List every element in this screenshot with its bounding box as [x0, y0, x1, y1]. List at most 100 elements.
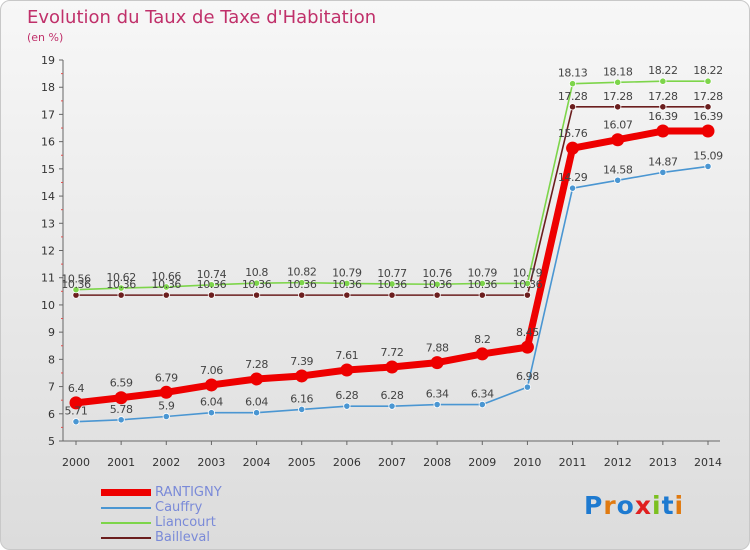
legend-item-cauffry: Cauffry [101, 500, 321, 515]
data-label-cauffry: 6.28 [381, 389, 404, 402]
data-point-liancourt [162, 283, 170, 291]
data-point-bailleval [523, 291, 532, 299]
legend-swatch [101, 537, 151, 539]
data-label-bailleval: 10.36 [197, 278, 227, 291]
data-label-liancourt: 18.22 [648, 64, 678, 77]
data-label-bailleval: 10.36 [242, 278, 272, 291]
chart-title: Evolution du Taux de Taxe d'Habitation [27, 7, 377, 28]
data-label-rantigny: 6.79 [155, 371, 178, 384]
x-tick-label: 2012 [604, 456, 632, 469]
data-point-bailleval [117, 291, 125, 299]
data-point-bailleval [614, 103, 622, 111]
data-point-rantigny [475, 347, 489, 361]
data-label-cauffry: 14.87 [648, 155, 678, 168]
data-label-rantigny: 7.88 [426, 342, 449, 355]
y-tick-label: 12 [41, 245, 55, 258]
data-point-rantigny [69, 396, 83, 410]
data-point-bailleval [478, 291, 486, 299]
data-label-rantigny: 7.06 [200, 364, 223, 377]
data-point-cauffry [252, 409, 261, 417]
data-point-rantigny [204, 378, 218, 392]
y-tick-label: 17 [41, 108, 55, 121]
data-point-cauffry [72, 418, 80, 426]
data-label-liancourt: 10.82 [287, 266, 317, 279]
data-point-liancourt [614, 78, 622, 86]
data-point-rantigny [114, 391, 128, 405]
data-label-bailleval: 10.36 [152, 278, 182, 291]
legend-label: Bailleval [155, 530, 210, 545]
data-point-rantigny [611, 133, 625, 147]
data-label-bailleval: 17.28 [693, 90, 723, 103]
data-label-liancourt: 18.22 [693, 64, 723, 77]
data-point-bailleval [162, 291, 170, 299]
data-point-cauffry [659, 168, 667, 176]
data-label-rantigny: 6.59 [110, 377, 133, 390]
data-label-cauffry: 6.34 [426, 388, 449, 401]
data-label-bailleval: 10.36 [422, 278, 452, 291]
data-label-cauffry: 6.04 [200, 396, 223, 409]
data-point-cauffry [117, 416, 125, 424]
y-tick-label: 5 [48, 435, 55, 448]
data-label-cauffry: 15.09 [693, 149, 723, 162]
x-tick-label: 2004 [243, 456, 271, 469]
x-tick-label: 2005 [288, 456, 316, 469]
data-label-bailleval: 10.36 [513, 278, 543, 291]
data-point-rantigny [159, 385, 173, 399]
data-point-cauffry [523, 383, 532, 391]
data-point-rantigny [295, 369, 309, 383]
data-label-cauffry: 6.04 [245, 396, 268, 409]
data-point-bailleval [343, 291, 351, 299]
legend-item-rantigny: RANTIGNY [101, 485, 321, 500]
data-label-liancourt: 10.74 [197, 268, 227, 281]
data-label-liancourt: 10.79 [468, 266, 498, 279]
x-tick-label: 2014 [694, 456, 722, 469]
data-label-bailleval: 17.28 [648, 90, 678, 103]
data-label-cauffry: 14.58 [603, 163, 633, 176]
legend-label: Liancourt [155, 515, 216, 530]
x-tick-label: 2013 [649, 456, 677, 469]
data-label-liancourt: 18.18 [603, 65, 633, 78]
data-point-cauffry [388, 402, 396, 410]
data-label-rantigny: 7.39 [290, 355, 313, 368]
logo-letter: x [634, 491, 652, 520]
data-label-bailleval: 10.36 [377, 278, 407, 291]
y-tick-label: 10 [41, 299, 55, 312]
x-tick-label: 2003 [197, 456, 225, 469]
data-label-cauffry: 5.9 [158, 400, 175, 413]
legend-swatch [101, 507, 151, 509]
data-point-rantigny [340, 363, 354, 377]
legend-item-bailleval: Bailleval [101, 530, 321, 545]
data-label-liancourt: 10.8 [245, 266, 268, 279]
y-tick-label: 14 [41, 190, 55, 203]
y-tick-label: 7 [48, 381, 55, 394]
data-label-liancourt: 10.66 [152, 270, 182, 283]
y-tick-label: 8 [48, 353, 55, 366]
data-point-bailleval [388, 291, 396, 299]
x-tick-label: 2001 [107, 456, 135, 469]
data-point-cauffry [704, 162, 712, 171]
data-point-cauffry [298, 405, 306, 414]
data-point-rantigny [385, 360, 399, 374]
x-tick-label: 2010 [513, 456, 541, 469]
data-point-liancourt [433, 280, 441, 288]
x-tick-label: 2009 [468, 456, 496, 469]
data-point-rantigny [701, 124, 715, 138]
data-point-liancourt [568, 80, 577, 88]
data-label-rantigny: 16.39 [648, 110, 678, 123]
data-point-cauffry [568, 184, 577, 192]
data-point-liancourt [523, 279, 532, 288]
data-label-cauffry: 6.16 [290, 392, 313, 405]
data-label-bailleval: 10.36 [106, 278, 136, 291]
y-tick-label: 9 [48, 326, 55, 339]
chart-subtitle: (en %) [27, 31, 64, 44]
logo-letter: P [584, 491, 604, 520]
data-point-cauffry [478, 400, 486, 409]
data-point-liancourt [252, 279, 261, 287]
legend-swatch [101, 522, 151, 524]
y-tick-label: 19 [41, 54, 55, 67]
data-label-liancourt: 10.62 [106, 271, 136, 284]
legend-item-liancourt: Liancourt [101, 515, 321, 530]
data-label-liancourt: 18.13 [558, 67, 588, 80]
data-point-liancourt [659, 77, 667, 85]
